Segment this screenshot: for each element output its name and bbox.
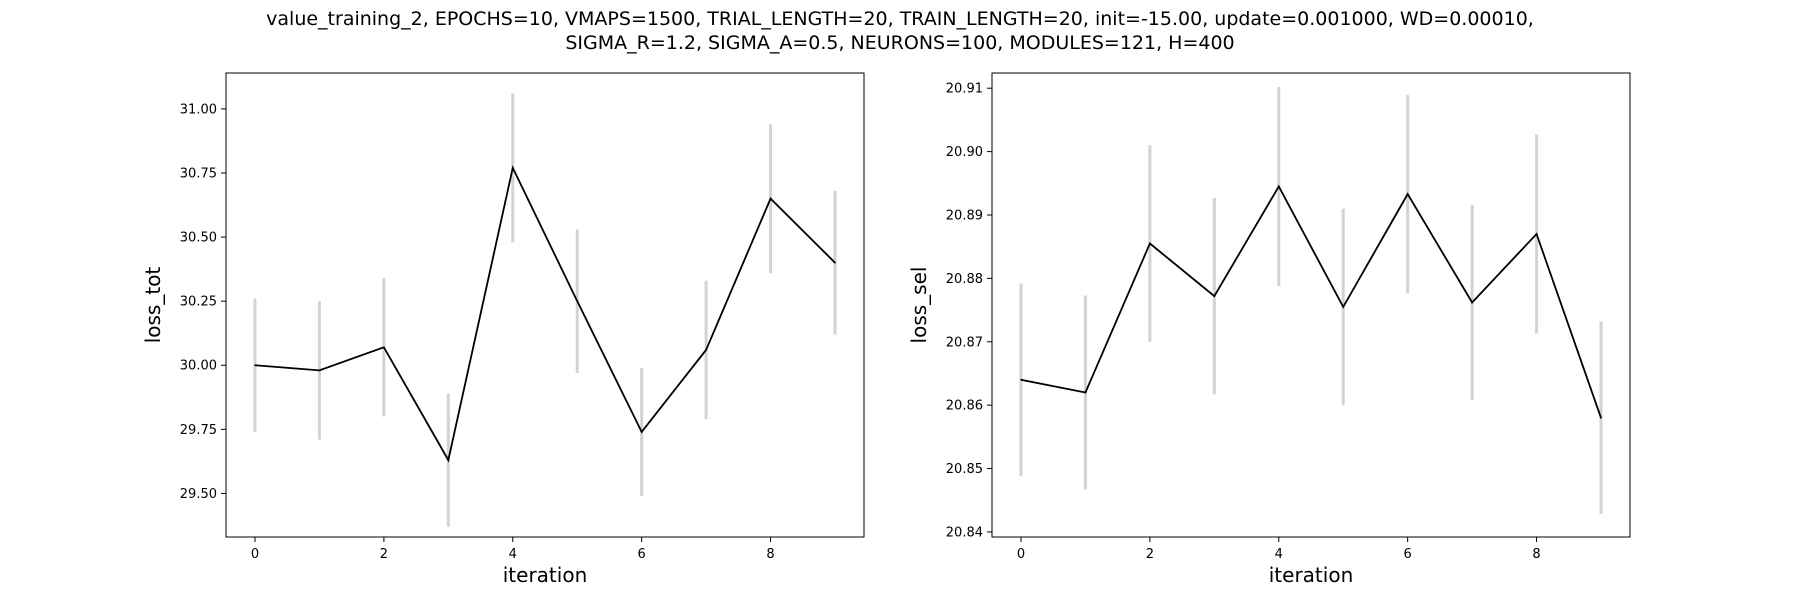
right-data-point [1084, 391, 1087, 394]
left-y-tick-label: 29.75 [180, 423, 217, 438]
left-data-point [254, 364, 256, 367]
right-x-tick-label: 0 [1017, 547, 1025, 562]
right-data-point [1149, 242, 1151, 245]
right-x-tick-label: 4 [1275, 547, 1283, 562]
left-data-point [511, 167, 514, 169]
right-y-tick-label: 20.85 [946, 462, 983, 477]
right-x-tick-label: 6 [1404, 547, 1412, 562]
right-data-point [1020, 378, 1022, 381]
left-axes-frame [225, 72, 865, 538]
left-y-axis-label: loss_tot [141, 267, 165, 344]
right-subplot: 0 2 4 6 8 20.84 20.85 20.86 20.87 20.88 20.89 20.90… [907, 72, 1631, 587]
left-data-point [318, 369, 321, 372]
left-x-axis-label: iteration [503, 563, 588, 587]
right-y-tick-label: 20.87 [946, 335, 983, 350]
left-data-point [834, 261, 836, 264]
right-y-tick-label: 20.86 [946, 399, 983, 414]
right-data-point [1277, 185, 1280, 188]
left-data-point [640, 431, 643, 433]
right-data-point [1471, 301, 1473, 304]
figure-title-line-1: value_training_2, EPOCHS=10, VMAPS=1500,… [266, 8, 1534, 30]
left-y-tick-label: 29.50 [180, 487, 217, 502]
right-data-point [1600, 417, 1602, 419]
left-x-tick-label: 6 [638, 547, 646, 562]
right-y-tick-label: 20.84 [946, 525, 983, 540]
right-y-axis-label: loss_sel [907, 267, 931, 344]
left-y-tick-label: 30.00 [180, 359, 217, 374]
right-x-tick-label: 2 [1146, 547, 1154, 562]
right-x-tick-label: 8 [1532, 547, 1540, 562]
left-x-tick-label: 2 [380, 547, 388, 562]
right-y-tick-label: 20.88 [946, 272, 983, 287]
left-x-tick-label: 8 [766, 547, 774, 562]
right-data-point [1342, 306, 1345, 308]
left-y-tick-label: 30.75 [180, 166, 217, 181]
left-x-tick-label: 4 [509, 547, 517, 562]
right-data-point [1535, 233, 1538, 235]
right-y-tick-label: 20.91 [946, 82, 983, 97]
right-y-tick-label: 20.90 [946, 145, 983, 160]
left-y-tick-label: 31.00 [180, 102, 217, 117]
left-series-line [254, 165, 836, 463]
figure-title-line-2: SIGMA_R=1.2, SIGMA_A=0.5, NEURONS=100, M… [565, 32, 1235, 54]
left-data-point [383, 346, 385, 349]
left-x-tick-label: 0 [251, 547, 259, 562]
left-y-tick-label: 30.25 [180, 295, 217, 310]
right-y-tick-label: 20.89 [946, 208, 983, 223]
left-subplot: 0 2 4 6 8 29.50 29.75 30.00 30.25 30.50 30.75 31.00… [141, 72, 865, 587]
left-data-point [705, 349, 707, 351]
right-data-point [1406, 193, 1409, 195]
left-y-tick-label: 30.50 [180, 231, 217, 246]
right-axes-frame [991, 72, 1631, 538]
left-data-point [576, 300, 579, 302]
right-data-point [1213, 295, 1216, 297]
right-series-line [1020, 184, 1602, 419]
left-data-point [447, 459, 450, 461]
left-data-point [769, 197, 772, 200]
right-x-axis-label: iteration [1269, 563, 1354, 587]
